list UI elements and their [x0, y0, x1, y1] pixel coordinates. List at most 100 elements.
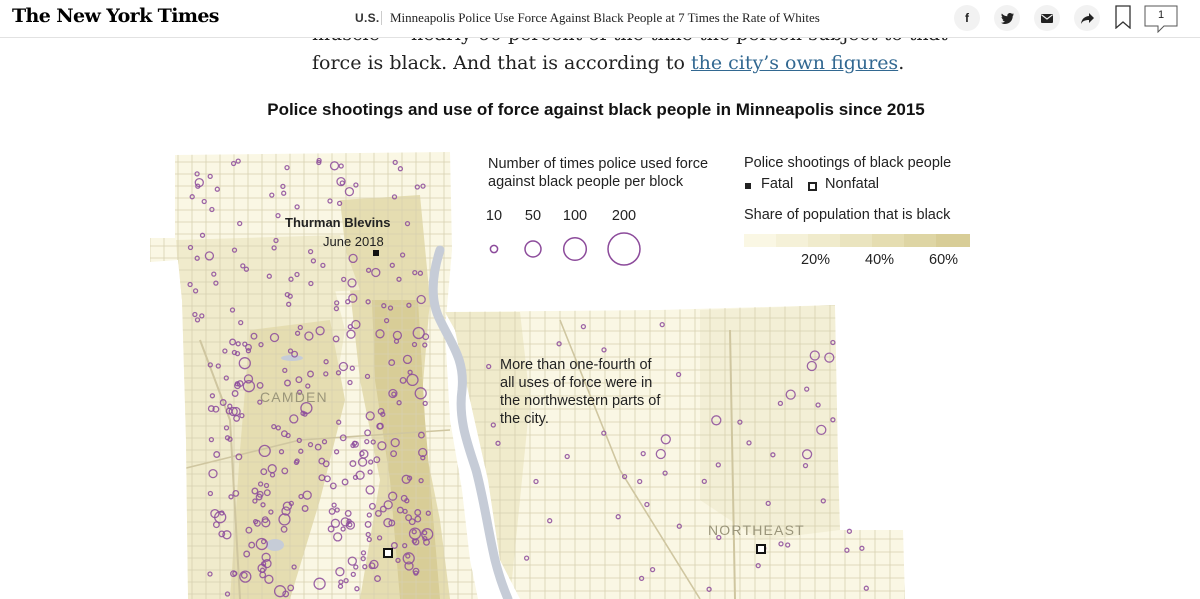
use-of-force-circle [230, 160, 237, 167]
use-of-force-circle [364, 429, 372, 437]
use-of-force-circle [331, 502, 337, 508]
use-of-force-circle [281, 190, 287, 196]
use-of-force-circle [408, 518, 416, 526]
use-of-force-circle [287, 584, 295, 592]
use-of-force-circle [278, 513, 291, 526]
use-of-force-circle [284, 379, 291, 387]
city-figures-link[interactable]: the city’s own figures [690, 52, 899, 74]
twitter-icon[interactable] [994, 5, 1020, 31]
use-of-force-circle [353, 564, 359, 570]
bookmark-icon[interactable] [1115, 5, 1131, 29]
use-of-force-circle [307, 441, 314, 448]
use-of-force-circle [302, 411, 308, 417]
use-of-force-circle [523, 555, 530, 561]
use-of-force-circle [189, 194, 195, 200]
lake [266, 539, 284, 551]
use-of-force-circle [232, 489, 240, 497]
email-icon[interactable] [1034, 5, 1060, 31]
use-of-force-circle [291, 350, 299, 358]
use-of-force-circle [335, 370, 342, 376]
facebook-icon[interactable]: f [954, 5, 980, 31]
use-of-force-circle [411, 341, 418, 348]
use-of-force-circle [192, 311, 198, 318]
use-of-force-circle [314, 443, 322, 451]
use-of-force-circle [402, 552, 415, 565]
use-of-force-circle [234, 381, 240, 387]
use-of-force-circle [243, 550, 251, 558]
use-of-force-circle [243, 374, 254, 384]
use-of-force-circle [716, 534, 722, 541]
section-label[interactable]: U.S. [355, 11, 380, 25]
use-of-force-circle [412, 269, 418, 276]
use-of-force-circle [357, 457, 368, 467]
population-zone [372, 300, 440, 599]
use-of-force-circle [360, 550, 367, 556]
use-of-force-circle [229, 338, 237, 346]
use-of-force-circle [231, 247, 238, 253]
nyt-logo[interactable]: The New York Times [12, 5, 220, 27]
use-of-force-circle [418, 477, 424, 484]
use-of-force-circle [230, 570, 237, 578]
use-of-force-circle [348, 253, 358, 264]
use-of-force-circle [495, 440, 501, 446]
use-of-force-circle [396, 506, 404, 514]
use-of-force-circle [330, 518, 341, 528]
use-of-force-circle [770, 452, 776, 458]
use-of-force-circle [281, 467, 289, 475]
use-of-force-circle [715, 462, 721, 468]
use-of-force-circle [417, 431, 425, 439]
use-of-force-circle [711, 415, 722, 426]
use-of-force-circle [295, 376, 303, 384]
use-of-force-circle [388, 388, 398, 399]
use-of-force-circle [260, 538, 267, 545]
share-icon[interactable] [1074, 5, 1100, 31]
comments-icon[interactable] [1144, 5, 1178, 33]
use-of-force-circle [291, 564, 297, 570]
use-of-force-circle [329, 161, 340, 171]
use-of-force-circle [349, 460, 357, 468]
share-color-ramp [744, 234, 970, 247]
use-of-force-circle [706, 586, 712, 592]
use-of-force-circle [235, 453, 243, 461]
use-of-force-circle [269, 192, 275, 198]
use-of-force-circle [746, 440, 752, 446]
ramp-step [840, 234, 872, 247]
use-of-force-circle [416, 294, 426, 305]
use-of-force-circle [376, 422, 384, 430]
use-of-force-circle [348, 293, 358, 303]
use-of-force-circle [261, 516, 269, 524]
ramp-step [776, 234, 808, 247]
use-of-force-circle [293, 459, 300, 466]
use-of-force-circle [621, 473, 628, 480]
use-of-force-circle [258, 444, 271, 458]
use-of-force-circle [486, 363, 492, 370]
use-of-force-circle [368, 502, 376, 510]
use-of-force-circle [368, 459, 374, 465]
use-of-force-circle [207, 173, 213, 180]
use-of-force-circle [256, 381, 264, 389]
mississippi-river [428, 245, 513, 599]
use-of-force-circle [269, 472, 276, 478]
use-of-force-circle [313, 577, 326, 590]
use-of-force-circle [219, 399, 227, 406]
use-of-force-circle [296, 437, 302, 444]
use-of-force-circle [580, 323, 587, 330]
use-of-force-circle [347, 324, 353, 330]
use-of-force-circle [199, 313, 205, 319]
use-of-force-circle [250, 332, 258, 340]
use-of-force-circle [212, 405, 220, 413]
comment-count[interactable]: 1 [1157, 9, 1165, 21]
use-of-force-circle [207, 405, 215, 413]
share-tick-label: 60% [929, 252, 959, 268]
use-of-force-circle [207, 571, 213, 577]
use-of-force-circle [296, 389, 303, 395]
use-of-force-circle [402, 542, 408, 549]
use-of-force-circle [422, 342, 428, 348]
use-of-force-circle [323, 371, 329, 377]
use-of-force-circle [422, 535, 428, 542]
article-headline: Minneapolis Police Use Force Against Bla… [390, 10, 820, 25]
use-of-force-circle [224, 591, 231, 597]
use-of-force-circle [268, 509, 274, 515]
ramp-step [744, 234, 776, 247]
use-of-force-circle [346, 518, 352, 524]
